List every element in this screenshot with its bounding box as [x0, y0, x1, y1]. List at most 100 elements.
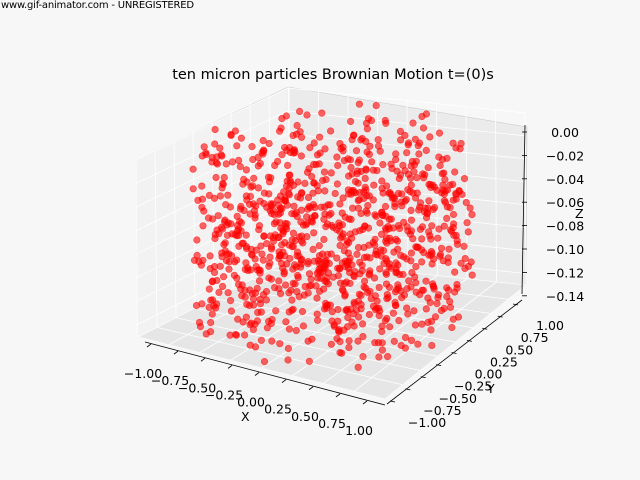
data-point — [211, 140, 219, 148]
data-point — [222, 160, 230, 168]
data-point — [202, 150, 210, 158]
x-tick-label: −0.75 — [151, 373, 189, 388]
data-point — [305, 282, 314, 290]
data-point — [322, 256, 330, 264]
data-point — [461, 255, 469, 263]
grid-line — [154, 150, 158, 328]
y-axis-line — [386, 299, 523, 405]
data-point — [390, 248, 398, 256]
data-point — [394, 222, 403, 230]
data-point — [251, 343, 260, 351]
z-tick-label: −0.12 — [546, 265, 584, 280]
data-point — [378, 322, 386, 330]
data-point — [368, 158, 376, 166]
data-point — [375, 353, 383, 361]
data-point — [258, 250, 266, 258]
data-point — [449, 139, 457, 147]
data-point — [295, 233, 303, 241]
data-point — [378, 346, 387, 354]
data-point — [206, 252, 214, 260]
data-point — [314, 316, 322, 324]
data-point — [429, 280, 437, 288]
data-point — [392, 156, 400, 164]
data-point — [268, 315, 276, 324]
data-point — [365, 150, 374, 158]
data-point — [301, 179, 309, 187]
data-point — [285, 289, 293, 297]
data-point — [451, 168, 459, 176]
data-point — [361, 174, 369, 182]
data-point — [449, 315, 457, 323]
data-point — [344, 313, 352, 322]
data-point — [249, 295, 258, 303]
data-point — [259, 150, 267, 158]
data-point — [412, 263, 420, 271]
data-point — [362, 207, 370, 215]
data-point — [359, 320, 367, 328]
data-point — [427, 235, 435, 243]
data-point — [205, 285, 213, 293]
grid-line — [135, 110, 527, 184]
data-point — [356, 270, 364, 278]
data-point — [230, 271, 238, 279]
data-point — [246, 200, 254, 208]
data-point — [410, 168, 418, 176]
data-point — [259, 137, 267, 145]
data-point — [253, 317, 261, 325]
data-point — [370, 274, 379, 282]
data-point — [288, 296, 296, 304]
data-point — [354, 159, 362, 167]
data-point — [260, 358, 269, 366]
x-tick-mark — [146, 343, 152, 348]
data-point — [222, 201, 230, 209]
data-point — [233, 256, 241, 264]
y-tick-mark — [482, 327, 488, 330]
data-point — [468, 211, 476, 219]
data-point — [265, 139, 273, 148]
y-tick-label: −0.50 — [439, 391, 477, 406]
data-point — [389, 309, 398, 317]
data-point — [394, 189, 403, 198]
data-point — [282, 112, 291, 120]
data-point — [237, 134, 245, 142]
data-point — [335, 219, 343, 227]
data-point — [391, 203, 399, 211]
data-point — [310, 139, 318, 147]
y-tick-mark — [389, 400, 396, 403]
data-point — [411, 321, 420, 329]
y-tick-label: −0.75 — [423, 403, 461, 418]
data-point — [210, 263, 219, 271]
data-point — [257, 336, 266, 344]
x-tick-mark — [281, 379, 287, 383]
data-point — [244, 266, 252, 275]
data-point — [218, 253, 226, 261]
data-point — [353, 250, 361, 258]
data-point — [284, 344, 293, 353]
data-point — [351, 189, 359, 197]
data-point — [293, 121, 301, 130]
data-point — [268, 337, 276, 345]
data-point — [440, 197, 449, 205]
x-tick-label: −0.50 — [178, 380, 216, 395]
data-point — [212, 173, 220, 182]
data-point — [369, 196, 377, 204]
data-point — [435, 225, 443, 233]
data-point — [363, 253, 371, 261]
data-point — [468, 271, 476, 279]
data-point — [336, 200, 344, 208]
y-axis-label: Y — [486, 381, 495, 396]
data-point — [297, 206, 306, 214]
data-point — [220, 173, 228, 182]
data-point — [306, 204, 315, 212]
chart-title: ten micron particles Brownian Motion t=(… — [172, 67, 494, 83]
data-point — [374, 339, 383, 347]
data-point — [443, 284, 451, 292]
data-point — [290, 202, 298, 210]
data-point — [350, 273, 358, 281]
data-point — [247, 183, 255, 191]
data-point — [254, 162, 262, 170]
data-point — [295, 293, 303, 301]
y-tick-mark — [497, 315, 503, 318]
data-point — [366, 267, 374, 275]
data-point — [381, 202, 390, 211]
